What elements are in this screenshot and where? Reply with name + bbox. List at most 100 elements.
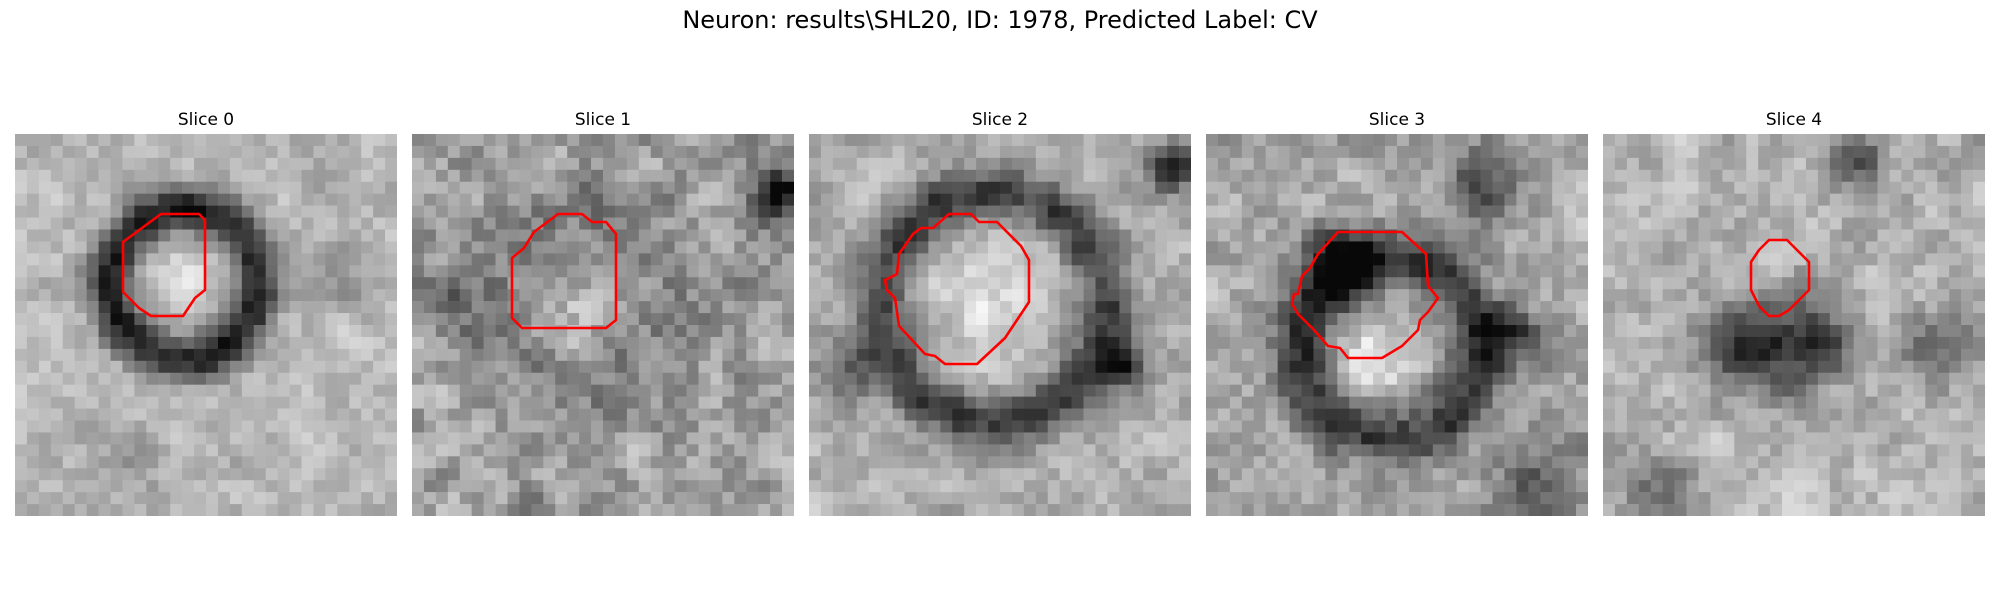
image-pixel xyxy=(182,480,195,493)
image-pixel xyxy=(1913,384,1926,397)
image-pixel xyxy=(447,456,461,469)
image-pixel xyxy=(1564,336,1577,350)
image-pixel xyxy=(543,265,556,278)
image-pixel xyxy=(253,456,266,469)
image-pixel xyxy=(1937,325,1950,338)
image-pixel xyxy=(1071,313,1084,326)
image-pixel xyxy=(976,420,989,433)
image-pixel xyxy=(1349,253,1362,266)
image-pixel xyxy=(1528,420,1541,433)
image-pixel xyxy=(1746,205,1759,218)
image-pixel xyxy=(313,169,326,183)
image-pixel xyxy=(746,360,759,374)
image-pixel xyxy=(662,396,675,409)
image-pixel xyxy=(1047,229,1060,242)
image-pixel xyxy=(1746,181,1759,194)
image-pixel xyxy=(1528,360,1541,374)
image-pixel xyxy=(385,217,397,230)
image-pixel xyxy=(1504,169,1517,183)
image-pixel xyxy=(1107,157,1120,171)
image-pixel xyxy=(1119,348,1132,362)
image-pixel xyxy=(38,265,52,278)
image-pixel xyxy=(856,348,869,362)
image-pixel xyxy=(710,468,723,481)
image-pixel xyxy=(412,169,425,183)
image-pixel xyxy=(1973,360,1985,374)
image-pixel xyxy=(1408,134,1422,147)
image-pixel xyxy=(412,217,425,230)
image-pixel xyxy=(1095,134,1108,147)
image-pixel xyxy=(734,444,747,457)
image-pixel xyxy=(638,277,652,290)
image-pixel xyxy=(1638,336,1652,350)
image-pixel xyxy=(1047,169,1060,183)
image-pixel xyxy=(1095,145,1108,159)
image-pixel xyxy=(1444,372,1457,385)
image-pixel xyxy=(337,134,350,147)
image-pixel xyxy=(194,169,207,183)
slice-title: Slice 0 xyxy=(177,110,235,130)
image-pixel xyxy=(1397,181,1410,194)
image-pixel xyxy=(1480,277,1493,290)
image-pixel xyxy=(158,360,171,374)
image-pixel xyxy=(1925,301,1938,314)
image-pixel xyxy=(1877,444,1890,457)
image-pixel xyxy=(337,181,350,194)
image-pixel xyxy=(1564,480,1577,493)
image-pixel xyxy=(1794,229,1807,242)
image-pixel xyxy=(1265,420,1278,433)
image-pixel xyxy=(880,360,893,374)
image-pixel xyxy=(313,205,326,218)
image-pixel xyxy=(1576,217,1588,230)
image-pixel xyxy=(662,408,675,421)
image-pixel xyxy=(1217,157,1231,171)
image-pixel xyxy=(507,253,520,266)
image-pixel xyxy=(495,253,508,266)
image-pixel xyxy=(638,360,652,374)
image-pixel xyxy=(62,325,75,338)
image-pixel xyxy=(1901,408,1914,421)
image-pixel xyxy=(519,277,532,290)
image-pixel xyxy=(1143,360,1156,374)
image-pixel xyxy=(614,504,628,516)
image-pixel xyxy=(1698,277,1711,290)
image-pixel xyxy=(170,348,183,362)
image-pixel xyxy=(1420,360,1434,374)
image-pixel xyxy=(868,193,881,206)
image-pixel xyxy=(820,348,834,362)
image-pixel xyxy=(182,492,195,505)
image-pixel xyxy=(1889,348,1902,362)
image-pixel xyxy=(1131,145,1144,159)
image-pixel xyxy=(1638,444,1652,457)
image-pixel xyxy=(1155,336,1168,350)
image-pixel xyxy=(15,360,28,374)
image-pixel xyxy=(1035,217,1049,230)
image-pixel xyxy=(170,444,183,457)
image-pixel xyxy=(555,336,568,350)
image-pixel xyxy=(650,229,663,242)
image-pixel xyxy=(1829,360,1843,374)
image-pixel xyxy=(1576,480,1588,493)
image-pixel xyxy=(241,492,255,505)
image-pixel xyxy=(1179,229,1191,242)
image-pixel xyxy=(976,157,989,171)
image-pixel xyxy=(1492,229,1505,242)
image-pixel xyxy=(1023,217,1037,230)
image-pixel xyxy=(98,301,111,314)
image-pixel xyxy=(1253,277,1266,290)
image-pixel xyxy=(1289,241,1302,254)
image-pixel xyxy=(1167,480,1180,493)
image-pixel xyxy=(86,157,99,171)
image-pixel xyxy=(471,241,484,254)
image-pixel xyxy=(38,134,52,147)
image-pixel xyxy=(98,408,111,421)
image-pixel xyxy=(603,372,616,385)
image-pixel xyxy=(1444,313,1457,326)
image-pixel xyxy=(1468,241,1481,254)
image-pixel xyxy=(1949,253,1962,266)
image-pixel xyxy=(313,372,326,385)
image-pixel xyxy=(1686,205,1699,218)
image-pixel xyxy=(674,336,687,350)
image-pixel xyxy=(1155,396,1168,409)
image-pixel xyxy=(1301,157,1314,171)
